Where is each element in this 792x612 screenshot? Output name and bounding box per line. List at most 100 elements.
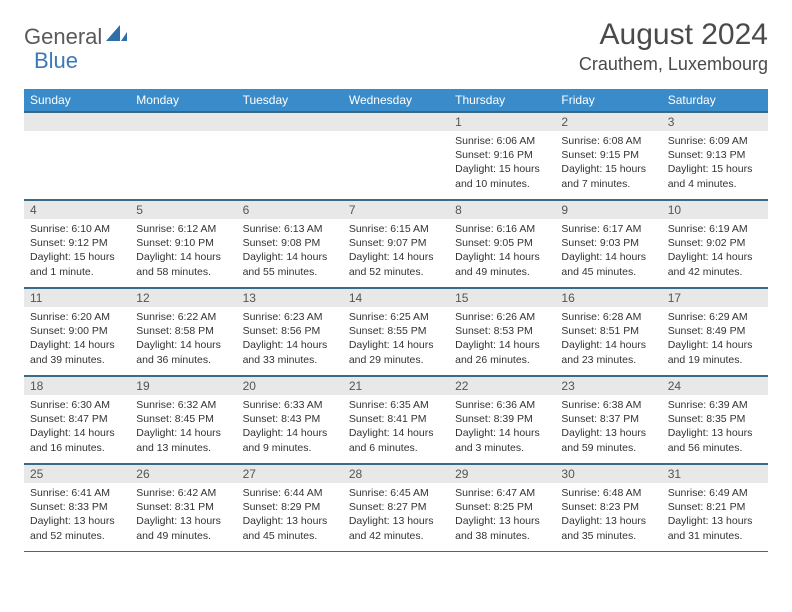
weekday-header: Friday	[555, 89, 661, 112]
daylight-text: Daylight: 14 hours and 33 minutes.	[243, 338, 337, 366]
daylight-text: Daylight: 14 hours and 42 minutes.	[668, 250, 762, 278]
calendar-day-cell: 1Sunrise: 6:06 AMSunset: 9:16 PMDaylight…	[449, 112, 555, 200]
calendar-day-cell: 19Sunrise: 6:32 AMSunset: 8:45 PMDayligh…	[130, 376, 236, 464]
day-body: Sunrise: 6:36 AMSunset: 8:39 PMDaylight:…	[449, 395, 555, 459]
daylight-text: Daylight: 13 hours and 45 minutes.	[243, 514, 337, 542]
calendar-day-cell: 27Sunrise: 6:44 AMSunset: 8:29 PMDayligh…	[237, 464, 343, 552]
day-body	[24, 131, 130, 138]
day-number: 7	[343, 200, 449, 219]
daylight-text: Daylight: 14 hours and 23 minutes.	[561, 338, 655, 366]
calendar-day-cell: 9Sunrise: 6:17 AMSunset: 9:03 PMDaylight…	[555, 200, 661, 288]
calendar-day-cell: 10Sunrise: 6:19 AMSunset: 9:02 PMDayligh…	[662, 200, 768, 288]
sunrise-text: Sunrise: 6:38 AM	[561, 398, 655, 412]
sunrise-text: Sunrise: 6:35 AM	[349, 398, 443, 412]
day-number: 11	[24, 288, 130, 307]
day-number: 27	[237, 464, 343, 483]
calendar-day-cell: 17Sunrise: 6:29 AMSunset: 8:49 PMDayligh…	[662, 288, 768, 376]
calendar-day-cell: 31Sunrise: 6:49 AMSunset: 8:21 PMDayligh…	[662, 464, 768, 552]
day-number: 4	[24, 200, 130, 219]
sunrise-text: Sunrise: 6:15 AM	[349, 222, 443, 236]
sunset-text: Sunset: 8:53 PM	[455, 324, 549, 338]
day-number: 15	[449, 288, 555, 307]
calendar-day-cell: 20Sunrise: 6:33 AMSunset: 8:43 PMDayligh…	[237, 376, 343, 464]
sunset-text: Sunset: 9:13 PM	[668, 148, 762, 162]
day-body: Sunrise: 6:06 AMSunset: 9:16 PMDaylight:…	[449, 131, 555, 195]
daylight-text: Daylight: 15 hours and 10 minutes.	[455, 162, 549, 190]
sunrise-text: Sunrise: 6:32 AM	[136, 398, 230, 412]
day-number: 24	[662, 376, 768, 395]
day-body: Sunrise: 6:17 AMSunset: 9:03 PMDaylight:…	[555, 219, 661, 283]
day-body: Sunrise: 6:47 AMSunset: 8:25 PMDaylight:…	[449, 483, 555, 547]
daylight-text: Daylight: 15 hours and 4 minutes.	[668, 162, 762, 190]
sunrise-text: Sunrise: 6:17 AM	[561, 222, 655, 236]
day-body: Sunrise: 6:13 AMSunset: 9:08 PMDaylight:…	[237, 219, 343, 283]
daylight-text: Daylight: 14 hours and 9 minutes.	[243, 426, 337, 454]
calendar-day-cell: 3Sunrise: 6:09 AMSunset: 9:13 PMDaylight…	[662, 112, 768, 200]
day-number: 20	[237, 376, 343, 395]
calendar-day-cell: 11Sunrise: 6:20 AMSunset: 9:00 PMDayligh…	[24, 288, 130, 376]
calendar-day-cell: 12Sunrise: 6:22 AMSunset: 8:58 PMDayligh…	[130, 288, 236, 376]
sunset-text: Sunset: 9:16 PM	[455, 148, 549, 162]
day-number: 22	[449, 376, 555, 395]
day-body: Sunrise: 6:35 AMSunset: 8:41 PMDaylight:…	[343, 395, 449, 459]
calendar-day-cell: 28Sunrise: 6:45 AMSunset: 8:27 PMDayligh…	[343, 464, 449, 552]
calendar-week-row: 25Sunrise: 6:41 AMSunset: 8:33 PMDayligh…	[24, 464, 768, 552]
sunrise-text: Sunrise: 6:19 AM	[668, 222, 762, 236]
daylight-text: Daylight: 15 hours and 7 minutes.	[561, 162, 655, 190]
day-number: 28	[343, 464, 449, 483]
logo-text-blue: Blue	[34, 48, 78, 73]
logo-sail-icon	[106, 23, 128, 48]
day-number: 10	[662, 200, 768, 219]
sunset-text: Sunset: 8:58 PM	[136, 324, 230, 338]
daylight-text: Daylight: 14 hours and 6 minutes.	[349, 426, 443, 454]
sunrise-text: Sunrise: 6:45 AM	[349, 486, 443, 500]
day-body: Sunrise: 6:19 AMSunset: 9:02 PMDaylight:…	[662, 219, 768, 283]
sunset-text: Sunset: 9:00 PM	[30, 324, 124, 338]
day-number: 13	[237, 288, 343, 307]
day-body: Sunrise: 6:41 AMSunset: 8:33 PMDaylight:…	[24, 483, 130, 547]
sunrise-text: Sunrise: 6:41 AM	[30, 486, 124, 500]
month-title: August 2024	[579, 18, 768, 52]
sunrise-text: Sunrise: 6:47 AM	[455, 486, 549, 500]
daylight-text: Daylight: 14 hours and 52 minutes.	[349, 250, 443, 278]
calendar-day-cell	[130, 112, 236, 200]
day-body: Sunrise: 6:49 AMSunset: 8:21 PMDaylight:…	[662, 483, 768, 547]
daylight-text: Daylight: 13 hours and 52 minutes.	[30, 514, 124, 542]
daylight-text: Daylight: 13 hours and 35 minutes.	[561, 514, 655, 542]
sunset-text: Sunset: 8:35 PM	[668, 412, 762, 426]
sunrise-text: Sunrise: 6:39 AM	[668, 398, 762, 412]
calendar-body: 1Sunrise: 6:06 AMSunset: 9:16 PMDaylight…	[24, 112, 768, 552]
sunset-text: Sunset: 8:47 PM	[30, 412, 124, 426]
weekday-header: Wednesday	[343, 89, 449, 112]
calendar-week-row: 1Sunrise: 6:06 AMSunset: 9:16 PMDaylight…	[24, 112, 768, 200]
weekday-header: Sunday	[24, 89, 130, 112]
day-body: Sunrise: 6:38 AMSunset: 8:37 PMDaylight:…	[555, 395, 661, 459]
day-body: Sunrise: 6:16 AMSunset: 9:05 PMDaylight:…	[449, 219, 555, 283]
sunset-text: Sunset: 9:15 PM	[561, 148, 655, 162]
daylight-text: Daylight: 14 hours and 26 minutes.	[455, 338, 549, 366]
daylight-text: Daylight: 13 hours and 31 minutes.	[668, 514, 762, 542]
daylight-text: Daylight: 14 hours and 36 minutes.	[136, 338, 230, 366]
day-body: Sunrise: 6:42 AMSunset: 8:31 PMDaylight:…	[130, 483, 236, 547]
sunset-text: Sunset: 8:43 PM	[243, 412, 337, 426]
calendar-head: SundayMondayTuesdayWednesdayThursdayFrid…	[24, 89, 768, 112]
day-number: 8	[449, 200, 555, 219]
sunset-text: Sunset: 9:12 PM	[30, 236, 124, 250]
day-number: 26	[130, 464, 236, 483]
day-body: Sunrise: 6:22 AMSunset: 8:58 PMDaylight:…	[130, 307, 236, 371]
calendar-day-cell: 24Sunrise: 6:39 AMSunset: 8:35 PMDayligh…	[662, 376, 768, 464]
daylight-text: Daylight: 13 hours and 59 minutes.	[561, 426, 655, 454]
daylight-text: Daylight: 14 hours and 13 minutes.	[136, 426, 230, 454]
day-body: Sunrise: 6:10 AMSunset: 9:12 PMDaylight:…	[24, 219, 130, 283]
day-body: Sunrise: 6:30 AMSunset: 8:47 PMDaylight:…	[24, 395, 130, 459]
header: General August 2024 Crauthem, Luxembourg	[24, 18, 768, 75]
location: Crauthem, Luxembourg	[579, 54, 768, 75]
logo-text-blue-wrap: Blue	[34, 48, 78, 74]
calendar-day-cell: 15Sunrise: 6:26 AMSunset: 8:53 PMDayligh…	[449, 288, 555, 376]
day-body: Sunrise: 6:20 AMSunset: 9:00 PMDaylight:…	[24, 307, 130, 371]
calendar-week-row: 11Sunrise: 6:20 AMSunset: 9:00 PMDayligh…	[24, 288, 768, 376]
sunrise-text: Sunrise: 6:29 AM	[668, 310, 762, 324]
sunset-text: Sunset: 9:03 PM	[561, 236, 655, 250]
calendar-day-cell: 5Sunrise: 6:12 AMSunset: 9:10 PMDaylight…	[130, 200, 236, 288]
sunrise-text: Sunrise: 6:13 AM	[243, 222, 337, 236]
